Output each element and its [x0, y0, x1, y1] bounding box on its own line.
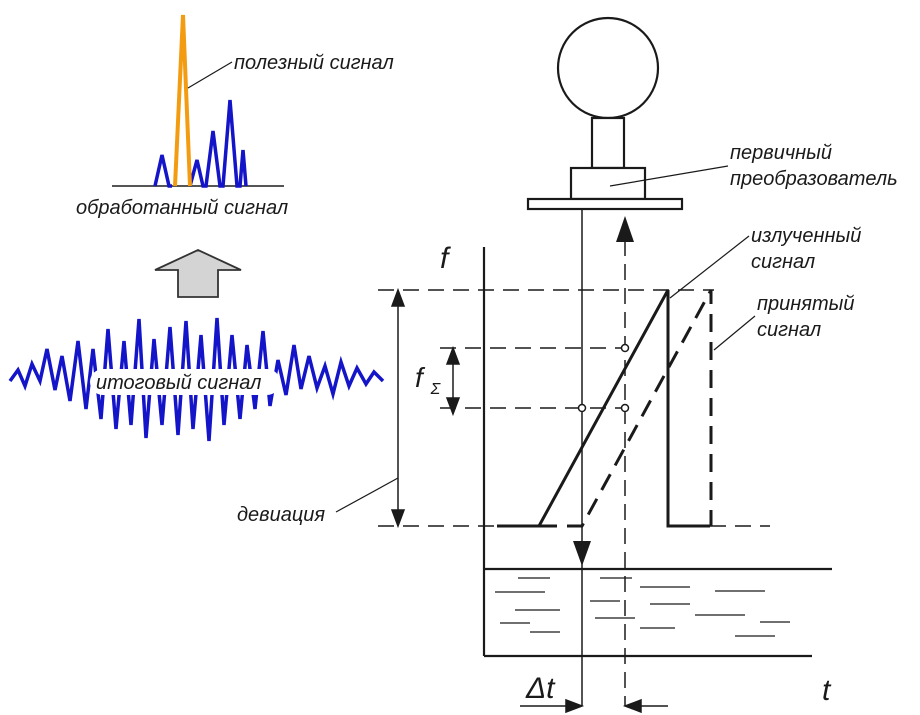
primary-converter — [526, 16, 729, 211]
total-signal-waveform — [8, 317, 385, 442]
emitted-signal-label-line2: сигнал — [751, 251, 815, 273]
guide-lines — [378, 289, 770, 527]
intersection-marker-received-low — [620, 403, 630, 413]
processing-up-arrow — [154, 249, 242, 298]
sensor-body — [569, 166, 647, 201]
received-signal-ramp — [539, 289, 713, 528]
noise-spectrum-right — [188, 99, 248, 188]
useful-signal-label: полезный сигнал — [234, 52, 394, 74]
total-signal-label: итоговый сигнал — [96, 372, 261, 394]
sensor-flange — [526, 197, 684, 211]
emitted-signal-ramp — [497, 289, 710, 528]
total-signal-label-bg — [90, 369, 280, 395]
processed-signal-label: обработанный сигнал — [76, 197, 288, 219]
received-signal-label-line1: принятый — [757, 293, 854, 315]
sensor-neck — [590, 116, 626, 170]
received-signal-label-line2: сигнал — [757, 319, 821, 341]
emitted-beam-arrow — [573, 541, 591, 566]
intersection-marker-received-high — [620, 343, 630, 353]
f-sigma-label: f Σ — [415, 362, 442, 398]
converter-label-line1: первичный — [730, 142, 832, 164]
t-axis-label: t — [822, 674, 832, 707]
converter-leader — [609, 165, 729, 187]
received-signal-leader — [713, 315, 756, 351]
f-sigma-subscript: Σ — [430, 381, 442, 398]
deviation-dimension — [390, 287, 406, 529]
processed-spectrum — [112, 14, 284, 188]
liquid-waves — [495, 577, 790, 637]
useful-signal-peak — [173, 14, 192, 187]
deviation-label: девиация — [237, 504, 325, 526]
converter-label-line2: преобразователь — [730, 168, 898, 190]
intersection-marker-emitted — [577, 403, 587, 413]
emitted-signal-label-line1: излученный — [751, 225, 861, 247]
noise-spectrum-left — [153, 154, 172, 188]
received-beam-arrow — [616, 216, 634, 242]
f-sigma-dimension — [445, 345, 461, 417]
f-axis-label: f — [440, 242, 451, 275]
delta-t-dimension — [520, 698, 668, 714]
deviation-leader — [335, 477, 399, 513]
delta-t-label: Δt — [525, 672, 556, 705]
useful-signal-leader — [187, 61, 233, 89]
f-sigma-base: f — [415, 362, 426, 393]
emitted-signal-leader — [669, 235, 750, 299]
sensor-head — [556, 16, 660, 120]
